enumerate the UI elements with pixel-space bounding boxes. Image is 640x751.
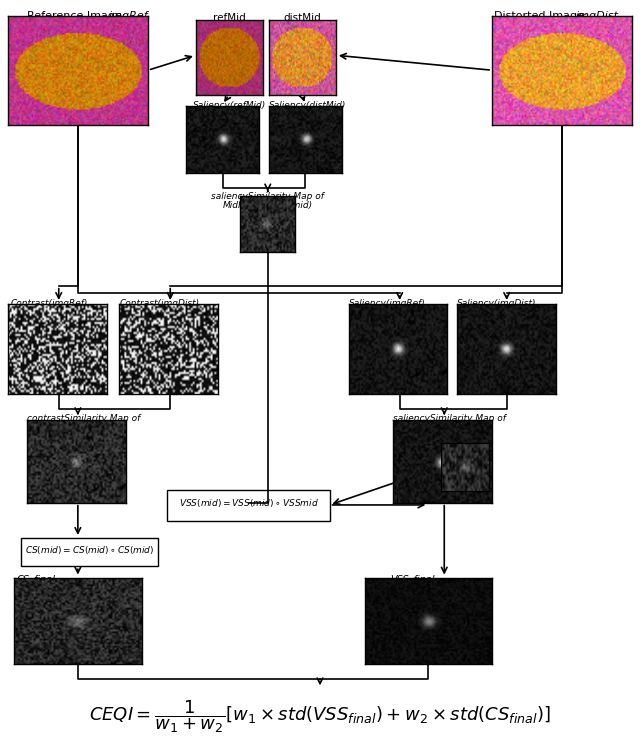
Text: imgDist: imgDist [576,11,619,21]
Text: refMid: refMid [212,13,245,23]
Text: VSS(mid): VSS(mid) [445,439,484,448]
Text: saliencySimilarity Map of: saliencySimilarity Map of [394,415,506,424]
Text: Saliency(imgRef): Saliency(imgRef) [349,299,426,308]
Text: distMid: distMid [284,13,321,23]
Text: the Images(VSS): the Images(VSS) [394,424,468,433]
Bar [20,538,157,566]
Text: saliencySimilarity Map of: saliencySimilarity Map of [211,192,324,201]
Text: MidImages(VSSmid): MidImages(VSSmid) [223,201,313,210]
Text: the Images(CS): the Images(CS) [27,424,97,433]
Text: $VSS(mid) = VSS(mid) \circ VSSm id$: $VSS(mid) = VSS(mid) \circ VSSm id$ [179,496,319,508]
Text: $CS(mid) = CS(mid) \circ CS(mid)$: $CS(mid) = CS(mid) \circ CS(mid)$ [24,544,154,556]
Text: Contrast(imgDist): Contrast(imgDist) [119,299,200,308]
Text: contrastSimilarity Map of: contrastSimilarity Map of [27,415,140,424]
Bar [167,490,330,521]
Text: imgRef: imgRef [109,11,148,21]
Text: VSS_final: VSS_final [390,574,435,585]
Text: Reference Image:: Reference Image: [27,11,129,21]
Text: Distorted Image:: Distorted Image: [495,11,591,21]
Text: Contrast(imgRef): Contrast(imgRef) [11,299,88,308]
Text: $CEQI = \dfrac{1}{w_1 + w_2}\left[w_1 \times std(VSS_{final}) + w_2 \times std(C: $CEQI = \dfrac{1}{w_1 + w_2}\left[w_1 \t… [89,698,551,735]
Text: Saliency(refMid): Saliency(refMid) [193,101,266,110]
Text: Saliency(distMid): Saliency(distMid) [269,101,346,110]
Text: CS_final: CS_final [17,574,56,585]
Text: Saliency(imgDist): Saliency(imgDist) [457,299,536,308]
